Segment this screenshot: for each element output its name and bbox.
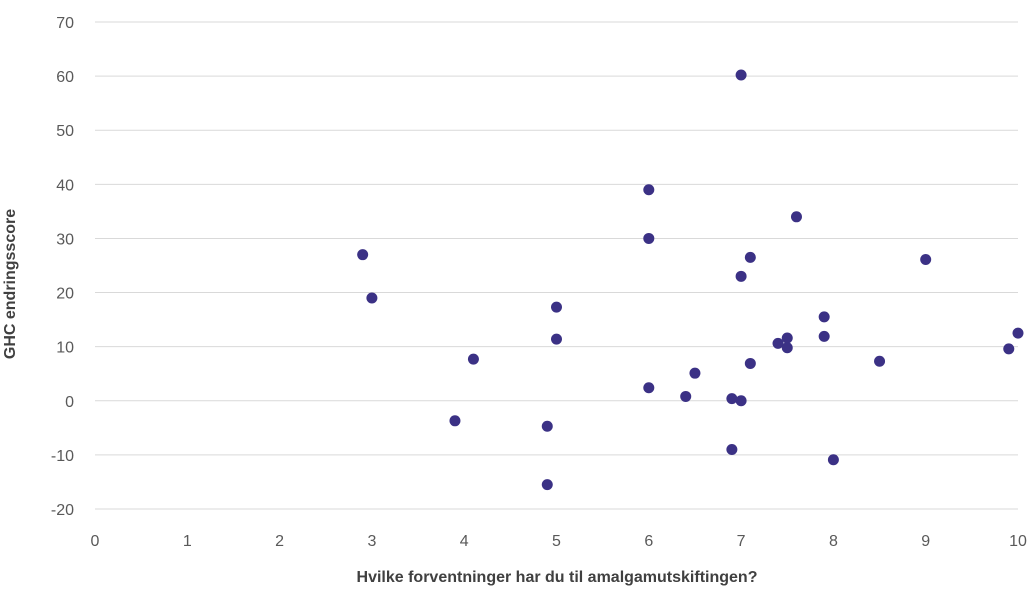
y-axis-title: GHC endringsscore <box>2 209 19 359</box>
x-tick-label: 3 <box>367 533 376 550</box>
data-point <box>1003 343 1015 355</box>
y-tick-label: -10 <box>51 448 74 465</box>
x-tick-label: 1 <box>183 533 192 550</box>
data-point <box>744 251 756 263</box>
data-point <box>744 357 756 369</box>
y-tick-label: 50 <box>56 123 74 140</box>
data-point <box>772 337 784 349</box>
data-point <box>449 415 461 427</box>
data-point <box>726 443 738 455</box>
gridlines <box>95 21 1018 510</box>
y-tick-label: 60 <box>56 69 74 86</box>
y-tick-label: 10 <box>56 340 74 357</box>
data-points <box>357 69 1024 491</box>
y-tick-label: 0 <box>65 394 74 411</box>
data-point <box>366 292 378 304</box>
x-tick-label: 7 <box>737 533 746 550</box>
data-point <box>818 330 830 342</box>
data-point <box>1012 327 1024 339</box>
data-point <box>680 390 692 402</box>
data-point <box>357 249 369 261</box>
data-point <box>467 353 479 365</box>
data-point <box>781 342 793 354</box>
data-point <box>726 393 738 405</box>
data-point <box>735 395 747 407</box>
y-tick-label: 20 <box>56 286 74 303</box>
x-tick-label: 5 <box>552 533 561 550</box>
data-point <box>551 301 562 313</box>
data-point <box>541 479 553 491</box>
x-tick-label: 4 <box>460 533 469 550</box>
data-point <box>643 184 655 196</box>
data-point <box>818 311 830 323</box>
data-point <box>643 232 655 244</box>
x-tick-label: 8 <box>829 533 838 550</box>
data-point <box>735 270 747 282</box>
y-tick-label: 40 <box>56 177 74 194</box>
x-tick-label: 9 <box>921 533 930 550</box>
x-tick-label: 0 <box>91 533 100 550</box>
y-axis-ticks: 70 60 50 40 30 20 10 0 -10 -20 <box>51 15 74 519</box>
x-tick-label: 6 <box>644 533 653 550</box>
x-tick-label: 2 <box>275 533 284 550</box>
y-tick-label: 30 <box>56 231 74 248</box>
y-tick-label: 70 <box>56 15 74 32</box>
data-point <box>541 420 553 432</box>
data-point <box>790 211 802 223</box>
data-point <box>781 332 793 344</box>
x-tick-label: 10 <box>1009 533 1027 550</box>
data-point <box>874 355 886 367</box>
data-point <box>920 254 932 266</box>
data-point <box>827 454 839 466</box>
data-point <box>689 367 701 379</box>
y-tick-label: -20 <box>51 502 74 519</box>
data-point <box>551 333 562 345</box>
x-axis-ticks: 0 1 2 3 4 5 6 7 8 9 10 <box>91 533 1027 550</box>
data-point <box>735 69 747 81</box>
x-axis-title: Hvilke forventninger har du til amalgamu… <box>357 569 758 586</box>
data-point <box>643 382 655 394</box>
